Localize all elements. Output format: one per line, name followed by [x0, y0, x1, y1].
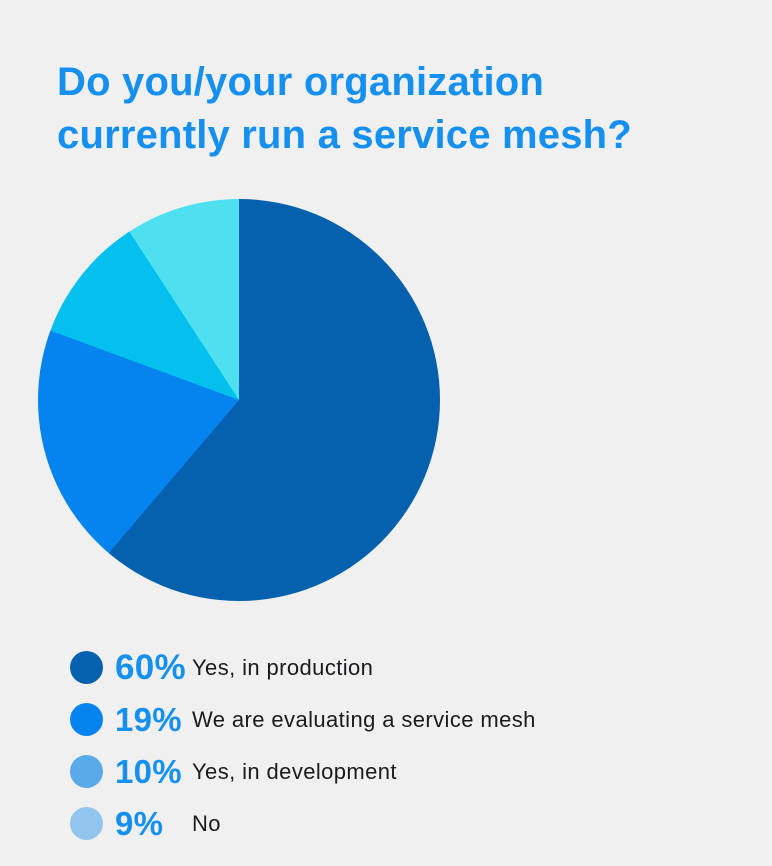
legend-row-yes-in-production: 60% Yes, in production: [70, 648, 536, 687]
legend-swatch-icon: [70, 703, 103, 736]
chart-title: Do you/your organization currently run a…: [57, 56, 632, 162]
legend-swatch-icon: [70, 755, 103, 788]
legend-percent: 9%: [115, 804, 164, 842]
legend-label: Yes, in production: [192, 654, 374, 680]
legend-swatch-icon: [70, 651, 103, 684]
chart-legend: 60% Yes, in production 19% We are evalua…: [70, 648, 536, 859]
chart-title-line-2: currently run a service mesh?: [57, 113, 632, 157]
chart-title-line-1: Do you/your organization: [57, 60, 545, 104]
legend-row-yes-in-development: 10% Yes, in development: [70, 752, 536, 790]
legend-percent: 60%: [115, 647, 186, 687]
legend-percent: 19%: [115, 700, 182, 738]
legend-row-no: 9% No: [70, 804, 536, 842]
legend-percent: 10%: [115, 752, 182, 790]
legend-label: No: [192, 810, 221, 836]
legend-swatch-icon: [70, 807, 103, 840]
pie-chart: [38, 199, 440, 601]
legend-label: Yes, in development: [192, 758, 397, 784]
legend-label: We are evaluating a service mesh: [192, 706, 536, 732]
legend-row-evaluating: 19% We are evaluating a service mesh: [70, 700, 536, 738]
